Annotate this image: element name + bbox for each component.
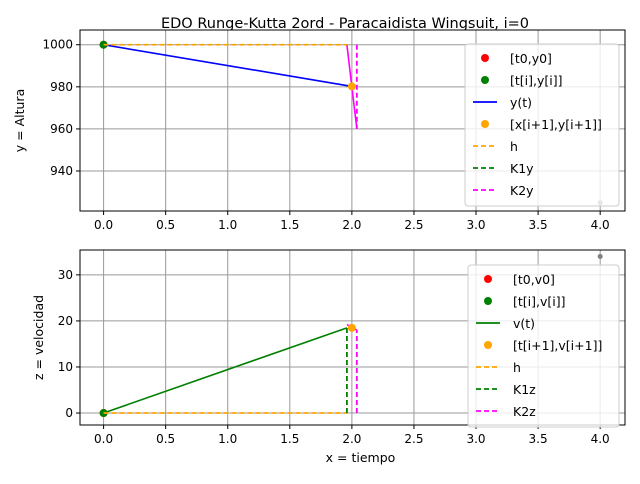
x-tick-label: 0.5 [156, 218, 175, 232]
legend-label: K2z [513, 404, 536, 419]
x-tick-label: 4.0 [591, 432, 610, 446]
legend-label: K2y [510, 183, 534, 198]
series-3-mark [347, 82, 356, 91]
y-tick-label: 940 [50, 164, 73, 178]
x-tick-label: 1.5 [280, 218, 299, 232]
x-tick-label: 0.5 [156, 432, 175, 446]
y-tick-label: 1000 [42, 38, 73, 52]
axes-frame [79, 29, 626, 212]
legend-marker [484, 341, 492, 349]
legend-label: v(t) [513, 316, 535, 331]
legend-marker [481, 76, 489, 84]
legend-label: K1z [513, 382, 536, 397]
legend: [t0,v0] [t[i],v[i]] v(t) [t[i+1],v[i+1]] h K1… [467, 264, 620, 428]
y-tick-label: 0 [65, 406, 73, 420]
x-tick-label: 1.0 [218, 218, 237, 232]
x-tick-label: 3.0 [466, 432, 485, 446]
legend-label: K1y [510, 161, 534, 176]
legend-marker [481, 120, 489, 128]
legend-label: [t[i+1],v[i+1]] [513, 338, 602, 353]
x-tick-label: 2.5 [404, 218, 423, 232]
x-tick-label: 2.0 [342, 218, 361, 232]
chart-title: EDO Runge-Kutta 2ord - Paracaidista Wing… [161, 16, 529, 32]
legend: [t0,y0] [t[i],y[i]] y(t) [x[i+1],y[i+1]] h K1… [464, 43, 620, 207]
y-tick-label: 980 [50, 80, 73, 94]
legend-box [467, 264, 620, 428]
legend-marker [484, 297, 492, 305]
legend-label: [t[i],y[i]] [510, 73, 562, 88]
x-tick-label: 0.0 [94, 218, 113, 232]
y-tick-label: 960 [50, 122, 73, 136]
x-tick-label: 2.0 [342, 432, 361, 446]
x-tick-label: 3.5 [529, 432, 548, 446]
legend-label: [t0,y0] [510, 51, 552, 66]
axes-2: 0.0 0.5 1.0 1.5 2.0 2.5 3.0 3.5 4.0 0 10 20 30 [t0,v0… [31, 249, 626, 465]
series-2-mark [103, 43, 353, 88]
legend-marker [481, 54, 489, 62]
legend-label: [x[i+1],y[i+1]] [510, 117, 602, 132]
legend-label: h [510, 139, 518, 154]
y-tick-label: 20 [58, 314, 73, 328]
y-axis-label: z = velocidad [31, 295, 46, 380]
y-tick-label: 30 [58, 268, 73, 282]
legend-marker [484, 275, 492, 283]
legend-box [464, 43, 620, 207]
extra-mark [597, 253, 603, 259]
y-axis-label: y = Altura [12, 89, 27, 152]
legend-label: [t[i],v[i]] [513, 294, 565, 309]
x-tick-label: 1.0 [218, 432, 237, 446]
axes-frame [79, 249, 626, 426]
x-tick-label: 1.5 [280, 432, 299, 446]
legend-label: [t0,v0] [513, 272, 555, 287]
x-tick-label: 4.0 [591, 218, 610, 232]
legend-label: y(t) [510, 95, 532, 110]
y-tick-label: 10 [58, 360, 73, 374]
series-3-mark [347, 323, 356, 332]
series-2-mark [103, 327, 348, 414]
x-tick-label: 3.0 [466, 218, 485, 232]
x-axis-label: x = tiempo [326, 450, 396, 465]
x-tick-label: 0.0 [94, 432, 113, 446]
x-tick-label: 3.5 [529, 218, 548, 232]
x-tick-label: 2.5 [404, 432, 423, 446]
legend-label: h [513, 360, 521, 375]
axes-1: 0.0 0.5 1.0 1.5 2.0 2.5 3.0 3.5 4.0 940 960 980 1000… [12, 29, 626, 232]
